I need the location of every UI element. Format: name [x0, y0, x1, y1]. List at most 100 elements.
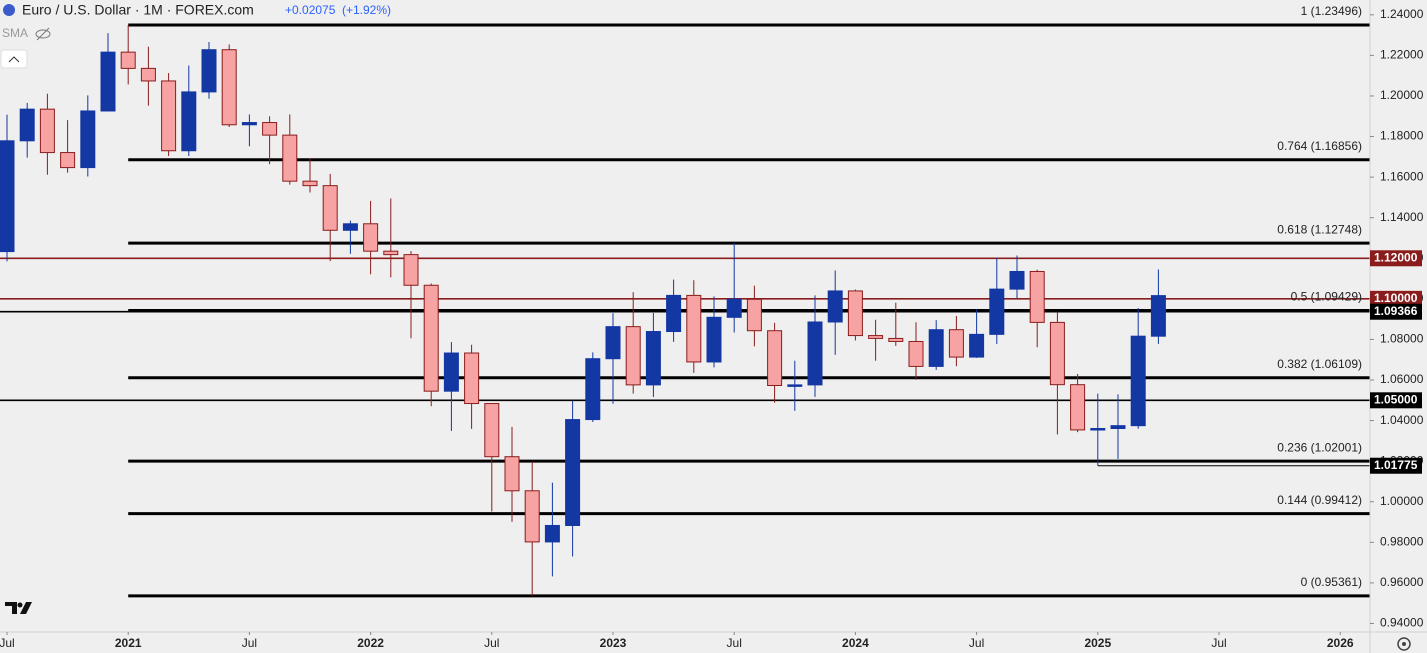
candle-body — [787, 384, 803, 387]
price-tag-label: 1.09366 — [1374, 304, 1418, 318]
candle-body — [241, 122, 257, 126]
plot-area: 1 (1.23496) 0.764 (1.16856) 0.618 (1.12748… — [0, 4, 1370, 598]
candle-body — [201, 49, 217, 93]
price-tag — [1370, 457, 1422, 474]
fib-label: 1 (1.23496) — [1301, 4, 1362, 18]
price-tag — [1370, 290, 1422, 307]
y-tick-label: 1.04000 — [1380, 413, 1424, 427]
y-tick-label: 0.98000 — [1380, 534, 1424, 548]
candle-body — [948, 329, 964, 358]
price-change-pct: (+1.92%) — [342, 3, 391, 17]
settings-button[interactable] — [1397, 637, 1411, 651]
price-tag — [1370, 392, 1422, 409]
candle-body — [847, 290, 863, 337]
fib-label: 0.236 (1.02001) — [1277, 440, 1362, 454]
y-tick-label: 0.96000 — [1380, 575, 1424, 589]
candle-body — [726, 298, 742, 318]
hide-icon[interactable] — [35, 27, 51, 41]
x-tick-label: 2022 — [357, 636, 384, 650]
candle-body — [464, 352, 480, 405]
y-tick-label: 1.08000 — [1380, 332, 1424, 346]
header-bg — [0, 0, 400, 22]
candle-body — [140, 67, 156, 82]
candle-body — [524, 490, 540, 543]
y-tick-label: 0.94000 — [1380, 616, 1424, 630]
candle-body — [888, 337, 904, 342]
x-tick-label: 2025 — [1084, 636, 1111, 650]
x-tick-label: Jul — [242, 636, 257, 650]
x-tick-label: Jul — [727, 636, 742, 650]
candle-body — [1029, 270, 1045, 323]
price-change: +0.02075 — [285, 3, 336, 17]
fib-label: 0.5 (1.09429) — [1291, 290, 1362, 304]
x-tick-label: Jul — [969, 636, 984, 650]
y-tick-label: 1.14000 — [1380, 210, 1424, 224]
candle-body — [585, 358, 601, 421]
collapse-button[interactable] — [0, 49, 28, 69]
candle-body — [1110, 425, 1126, 430]
candle-body — [302, 180, 318, 187]
x-tick-label: Jul — [0, 636, 15, 650]
candle-body — [221, 49, 237, 126]
candle-body — [0, 140, 15, 253]
candle-body — [120, 51, 136, 69]
candle-body — [282, 134, 298, 182]
logo — [5, 602, 32, 614]
candle-body — [1090, 428, 1106, 431]
flag-icon — [3, 4, 15, 16]
candle-body — [19, 108, 35, 142]
candle-body — [181, 91, 197, 152]
candle-body — [746, 298, 762, 332]
fib-label: 0.382 (1.06109) — [1277, 357, 1362, 371]
x-tick-label: 2026 — [1327, 636, 1354, 650]
fib-label: 0.618 (1.12748) — [1277, 222, 1362, 236]
candle-body — [625, 326, 641, 386]
candle-body — [1150, 295, 1166, 337]
price-tag-label: 1.10000 — [1374, 291, 1418, 305]
y-tick-label: 1.20000 — [1380, 88, 1424, 102]
indicator-label[interactable]: SMA — [2, 26, 28, 40]
candle-body — [161, 80, 177, 152]
y-tick-label: 1.00000 — [1380, 494, 1424, 508]
price-tag-label: 1.01775 — [1374, 458, 1418, 472]
candle-body — [928, 329, 944, 367]
price-tag-label: 1.12000 — [1374, 250, 1418, 264]
candle-body — [827, 290, 843, 323]
candle-body — [645, 331, 661, 386]
candle-body — [544, 524, 560, 543]
x-tick-label: Jul — [484, 636, 499, 650]
candle-body — [969, 333, 985, 358]
candle-body — [989, 288, 1005, 335]
price-tag-label: 1.05000 — [1374, 392, 1418, 406]
y-tick-label: 1.16000 — [1380, 169, 1424, 183]
candle-body — [1070, 384, 1086, 431]
candle-body — [342, 223, 358, 231]
x-tick-label: 2023 — [600, 636, 627, 650]
symbol-title: Euro / U.S. Dollar · 1M · FOREX.com — [22, 2, 254, 18]
x-tick-label: 2021 — [115, 636, 142, 650]
y-tick-label: 1.06000 — [1380, 372, 1424, 386]
y-tick-label: 1.24000 — [1380, 7, 1424, 21]
candle-body — [443, 352, 459, 392]
candle-body — [565, 419, 581, 526]
candle-body — [605, 326, 621, 360]
candle-body — [1130, 335, 1146, 427]
fib-label: 0.764 (1.16856) — [1277, 139, 1362, 153]
x-tick-label: Jul — [1211, 636, 1226, 650]
candle-body — [60, 152, 76, 169]
price-tag — [1370, 250, 1422, 267]
axes: 0.940000.960000.980001.000001.020001.040… — [0, 7, 1424, 650]
candle-body — [807, 321, 823, 386]
candle-body — [100, 51, 116, 112]
candle-body — [1049, 321, 1065, 386]
candle-body — [686, 294, 702, 363]
candle-body — [767, 330, 783, 386]
candle-body — [262, 122, 278, 136]
candle-body — [868, 335, 884, 339]
x-tick-label: 2024 — [842, 636, 869, 650]
y-tick-label: 1.22000 — [1380, 48, 1424, 62]
fib-label: 0.144 (0.99412) — [1277, 493, 1362, 507]
candle-body — [403, 254, 419, 286]
candle-body — [908, 340, 924, 367]
